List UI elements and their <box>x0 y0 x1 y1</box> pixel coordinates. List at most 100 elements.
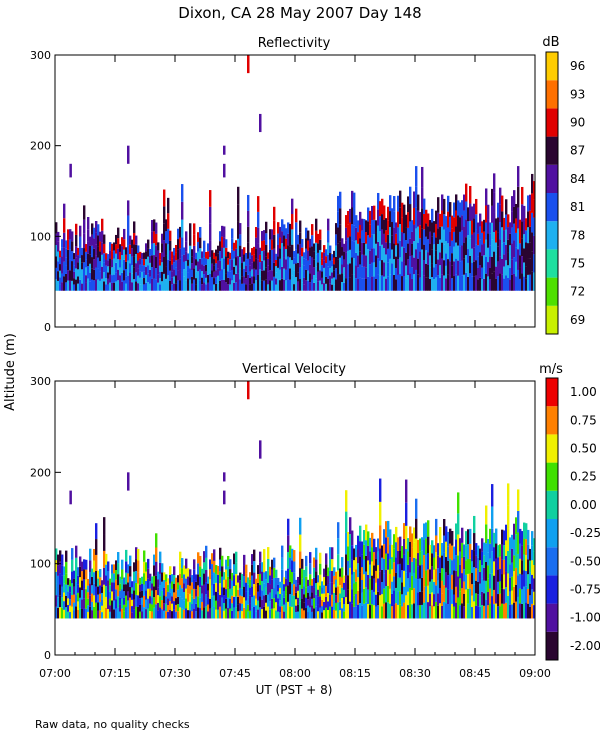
echo-cell <box>337 554 340 571</box>
echo-cell <box>515 517 518 535</box>
echo-cell <box>139 264 142 272</box>
echo-cell <box>445 557 448 573</box>
echo-cell <box>127 564 130 574</box>
echo-cell <box>151 255 154 268</box>
echo-cell <box>83 233 86 249</box>
echo-cell <box>171 603 174 612</box>
echo-cell <box>493 192 496 213</box>
echo-cell <box>225 569 228 580</box>
echo-cell <box>327 567 330 577</box>
echo-cell <box>341 281 344 291</box>
echo-cell <box>515 232 518 248</box>
echo-cell <box>461 573 464 589</box>
echo-cell <box>493 532 496 548</box>
echo-cell <box>167 213 170 229</box>
echo-cell <box>407 212 410 228</box>
echo-cell <box>263 260 266 271</box>
echo-cell <box>77 283 80 291</box>
echo-cell <box>133 221 136 233</box>
echo-cell <box>349 222 352 237</box>
echo-cell <box>73 271 76 279</box>
echo-cell <box>331 266 334 273</box>
echo-cell <box>115 234 118 245</box>
echo-cell <box>145 267 148 275</box>
echo-cell <box>97 257 100 269</box>
echo-cell <box>263 549 266 561</box>
echo-cell <box>253 254 256 262</box>
echo-cell <box>91 601 94 611</box>
echo-cell <box>193 559 196 570</box>
echo-cell <box>391 208 394 223</box>
echo-cell <box>255 280 258 291</box>
echo-cell <box>97 602 100 611</box>
echo-cell <box>249 284 252 291</box>
echo-cell <box>255 585 258 592</box>
echo-cell <box>511 548 514 563</box>
echo-cell <box>401 261 404 277</box>
echo-cell <box>335 223 338 235</box>
echo-cell <box>421 591 424 605</box>
echo-cell <box>145 581 148 591</box>
echo-cell <box>307 260 310 271</box>
echo-cell <box>307 270 310 281</box>
echo-cell <box>209 598 212 609</box>
echo-cell <box>387 585 390 603</box>
echo-cell <box>89 606 92 619</box>
echo-cell <box>433 279 436 291</box>
echo-cell <box>243 607 246 619</box>
echo-cell <box>139 258 142 265</box>
echo-cell <box>299 243 302 256</box>
echo-cell <box>421 564 424 578</box>
echo-cell <box>461 603 464 619</box>
echo-cell <box>465 183 468 202</box>
echo-cell <box>191 575 194 583</box>
echo-cell <box>505 571 508 588</box>
echo-cell <box>499 222 502 240</box>
echo-cell <box>499 273 502 291</box>
echo-cell <box>479 548 482 561</box>
echo-cell <box>151 590 154 598</box>
echo-cell <box>141 604 144 612</box>
echo-cell <box>423 229 426 245</box>
echo-cell <box>81 609 84 619</box>
echo-cell <box>513 602 516 619</box>
echo-cell <box>295 277 298 291</box>
echo-cell <box>519 255 522 268</box>
echo-cell <box>523 276 526 291</box>
echo-cell <box>499 556 502 570</box>
echo-cell <box>181 237 184 256</box>
echo-cell <box>97 224 100 236</box>
echo-cell <box>189 569 192 578</box>
echo-cell <box>97 610 100 619</box>
echo-cell <box>445 278 448 291</box>
echo-cell <box>105 278 108 285</box>
echo-cell <box>291 198 294 215</box>
echo-cell <box>379 245 382 261</box>
echo-cell <box>223 472 226 482</box>
echo-cell <box>371 589 374 605</box>
echo-cell <box>467 588 470 604</box>
echo-cell <box>415 598 418 619</box>
echo-cell <box>163 595 166 604</box>
echo-cell <box>387 262 390 277</box>
echo-cell <box>329 245 332 254</box>
echo-cell <box>413 257 416 275</box>
echo-cell <box>399 274 402 291</box>
echo-cell <box>497 276 500 291</box>
echo-cell <box>203 265 206 275</box>
echo-cell <box>67 270 70 281</box>
colorbar-swatch <box>546 277 558 306</box>
echo-cell <box>219 559 222 572</box>
echo-cell <box>131 265 134 274</box>
echo-cell <box>527 211 530 228</box>
echo-cell <box>199 597 202 609</box>
echo-cell <box>315 242 318 255</box>
echo-cell <box>453 231 456 247</box>
echo-cell <box>313 282 316 291</box>
echo-cell <box>413 557 416 573</box>
echo-cell <box>509 537 512 551</box>
echo-cell <box>531 560 534 575</box>
echo-cell <box>57 607 60 619</box>
echo-cell <box>497 202 500 218</box>
